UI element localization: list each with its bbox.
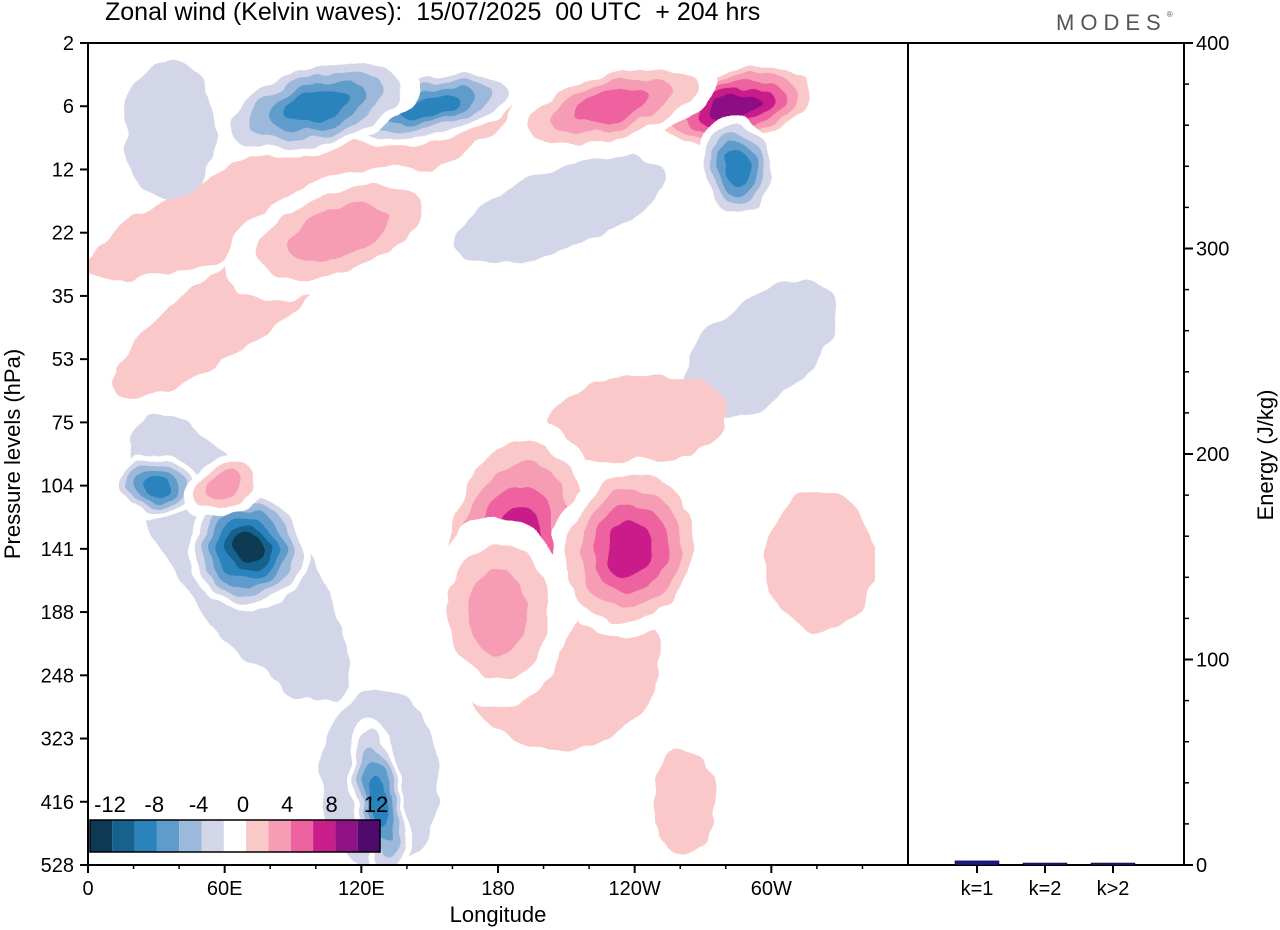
colorbar-swatch: [90, 820, 113, 852]
colorbar-label: 12: [364, 792, 388, 817]
energy-tick-label: 0: [1196, 855, 1207, 877]
brand-logo: MODES®: [1056, 10, 1173, 36]
contour-level-5: [370, 774, 390, 829]
colorbar-swatch: [357, 820, 380, 852]
contour-level-3: [467, 570, 529, 654]
colorbar-label: 4: [281, 792, 293, 817]
colorbar: -12 -8 -4 0 4 8 12: [89, 792, 388, 853]
y-tick-label: 248: [41, 665, 74, 687]
x-tick-label: 60W: [751, 878, 792, 900]
wind-feature-2: [114, 453, 199, 518]
energy-axis-title: Energy (J/kg): [1253, 390, 1278, 521]
wind-feature-8: [629, 711, 740, 865]
y-axis-title: Pressure levels (hPa): [0, 349, 25, 559]
wind-feature-7: [428, 517, 568, 708]
energy-bar-k=2: [1022, 862, 1068, 866]
background-band-4: [683, 280, 837, 420]
y-tick-label: 53: [52, 349, 74, 371]
contour-level-2: [653, 750, 717, 854]
colorbar-swatch: [223, 820, 247, 852]
y-tick-label: 188: [41, 602, 74, 624]
category-label: k>2: [1097, 878, 1130, 900]
x-tick-label: 120E: [338, 878, 385, 900]
wind-field: [88, 54, 875, 865]
colorbar-swatch: [313, 820, 336, 852]
colorbar-label: -12: [94, 792, 126, 817]
y-tick-label: 104: [41, 476, 74, 498]
contour-level-5: [605, 520, 655, 578]
contour-level-5: [399, 93, 460, 119]
wind-feature-6: [554, 459, 707, 638]
energy-bar-k>2: [1090, 862, 1136, 866]
wind-feature-14: [224, 166, 453, 299]
y-tick-label: 323: [41, 729, 74, 751]
y-tick-label: 12: [52, 159, 74, 181]
colorbar-swatch: [335, 820, 358, 852]
energy-tick-label: 300: [1196, 239, 1229, 261]
brand-text: MODES: [1056, 10, 1167, 35]
y-tick-label: 6: [63, 96, 74, 118]
colorbar-swatch: [201, 820, 224, 852]
x-tick-label: 60E: [207, 878, 243, 900]
y-tick-label: 22: [52, 223, 74, 245]
colorbar-swatch: [268, 820, 291, 852]
contour-level-5: [142, 475, 170, 496]
energy-bars: 0 100 200 300 400 Energy (J/kg) k=1 k=2 k>2: [954, 33, 1278, 900]
category-label: k=1: [961, 878, 994, 900]
x-axis-title: Longitude: [450, 902, 547, 927]
contour-level-3: [206, 471, 244, 500]
category-label: k=2: [1029, 878, 1062, 900]
contour-level-7: [231, 532, 264, 566]
contour-level-4: [573, 88, 651, 124]
wind-feature-13: [696, 114, 778, 225]
energy-bar-k=1: [954, 860, 1000, 866]
background-band-9: [125, 60, 215, 200]
contour-level-3: [289, 204, 389, 262]
y-tick-label: 528: [41, 855, 74, 877]
colorbar-label: 8: [326, 792, 338, 817]
chart-title: Zonal wind (Kelvin waves): 15/07/2025 00…: [105, 0, 761, 26]
contour-level-5: [283, 89, 349, 123]
background-band-7: [765, 490, 875, 630]
energy-tick-label: 200: [1196, 444, 1229, 466]
wind-feature-10: [505, 58, 719, 155]
wind-feature-1: [186, 487, 308, 611]
y-tick-label: 75: [52, 412, 74, 434]
colorbar-frame: [89, 819, 381, 853]
background-band-3: [455, 156, 665, 264]
background-band-10: [550, 374, 730, 466]
contour-level-5: [724, 151, 751, 187]
colorbar-swatch: [156, 820, 180, 852]
y-tick-label: 141: [41, 539, 74, 561]
wind-feature-4: [182, 453, 268, 518]
brand-mark: ®: [1166, 10, 1173, 19]
y-tick-label: 35: [52, 286, 74, 308]
colorbar-swatch: [112, 820, 135, 852]
colorbar-swatch: [134, 820, 157, 852]
x-tick-label: 120W: [609, 878, 661, 900]
contour-level-6: [709, 93, 761, 119]
colorbar-label: 0: [237, 792, 249, 817]
colorbar-label: -4: [189, 792, 209, 817]
x-tick-label: 0: [82, 878, 93, 900]
colorbar-swatch: [179, 820, 202, 852]
colorbar-swatch: [246, 820, 269, 852]
colorbar-label: -8: [145, 792, 165, 817]
wind-feature-12: [213, 54, 418, 158]
energy-tick-label: 400: [1196, 33, 1229, 55]
energy-tick-label: 100: [1196, 650, 1229, 672]
y-tick-label: 416: [41, 792, 74, 814]
x-tick-label: 180: [481, 878, 514, 900]
y-tick-label: 2: [63, 33, 74, 55]
colorbar-swatch: [290, 820, 314, 852]
